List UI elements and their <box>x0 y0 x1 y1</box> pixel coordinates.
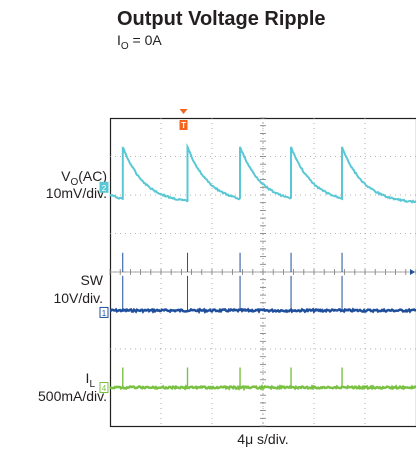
vo-channel-label: VO(AC) <box>61 168 107 188</box>
vo-channel-marker-text: 2 <box>102 184 107 193</box>
sw-scale-label: 10V/div. <box>53 290 103 306</box>
trigger-arrow-icon <box>179 109 188 114</box>
il-channel-marker <box>99 382 109 393</box>
sw-channel-marker <box>99 306 109 318</box>
x-axis-label: 4μ s/div. <box>237 431 289 447</box>
sw-channel-label: SW <box>80 272 103 288</box>
trigger-marker-text: T <box>181 121 186 130</box>
il-channel-marker-text: 4 <box>102 384 107 393</box>
reference-arrow-icon <box>410 269 415 275</box>
vo-trace <box>109 143 416 204</box>
il-scale-label: 500mA/div. <box>38 388 107 404</box>
il-trace <box>109 383 416 392</box>
plot-frame <box>109 117 416 428</box>
trigger-marker <box>179 120 188 130</box>
sw-trace <box>109 307 416 315</box>
sw-channel-marker-text: 1 <box>102 309 107 318</box>
chart-title: Output Voltage Ripple <box>117 8 326 30</box>
chart-subtitle: IO = 0A <box>117 32 162 52</box>
vo-scale-label: 10mV/div. <box>45 185 107 201</box>
il-channel-label: IL <box>85 370 95 390</box>
vo-channel-marker <box>99 181 109 193</box>
